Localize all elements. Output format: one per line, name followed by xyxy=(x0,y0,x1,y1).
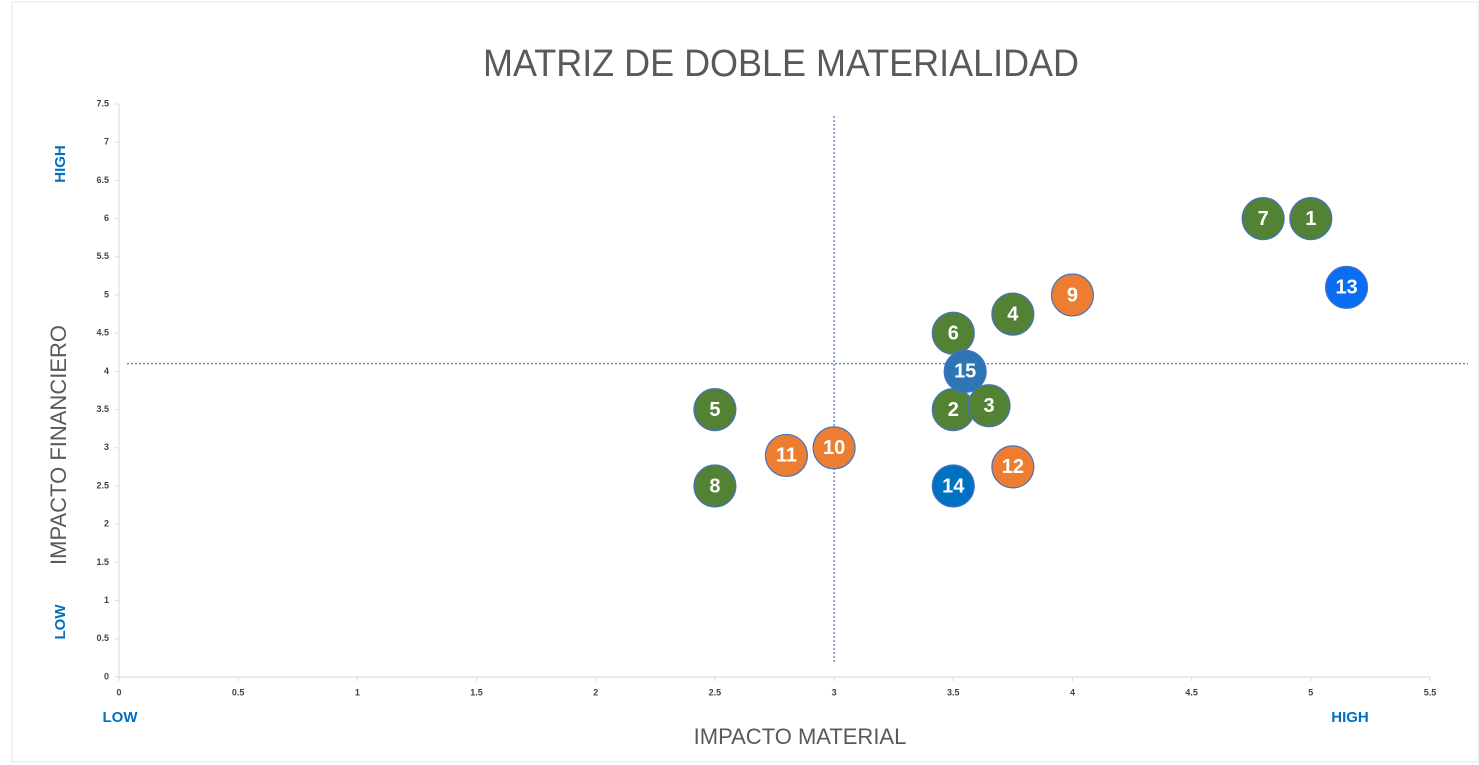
bubble xyxy=(1050,273,1095,317)
bubble xyxy=(812,426,856,470)
bubble xyxy=(931,464,975,508)
y-tick-label: 5.5 xyxy=(96,251,109,261)
bubble-label: 12 xyxy=(1002,456,1024,478)
x-tick-label: 3.5 xyxy=(947,687,960,697)
x-tick-label: 0.5 xyxy=(232,687,245,697)
x-tick-label: 3 xyxy=(832,687,837,697)
bubble xyxy=(693,464,737,508)
bubble xyxy=(1324,265,1369,309)
bubble-label: 10 xyxy=(823,437,845,459)
x-tick-label: 2.5 xyxy=(709,687,722,697)
y-tick-label: 3.5 xyxy=(96,404,109,414)
bubble-label: 15 xyxy=(954,361,976,383)
y-high-label: HIGH xyxy=(52,145,69,183)
x-tick-label: 5.5 xyxy=(1424,687,1437,697)
bubble-label: 7 xyxy=(1258,208,1269,230)
bubble xyxy=(764,433,809,478)
x-tick-label: 2 xyxy=(593,687,598,697)
bubble xyxy=(967,384,1011,428)
bubble-label: 9 xyxy=(1067,284,1078,306)
bubble xyxy=(991,445,1035,489)
y-tick-label: 4 xyxy=(104,366,109,376)
x-low-label: LOW xyxy=(103,709,139,726)
y-tick-label: 2.5 xyxy=(96,480,109,490)
bubble-label: 13 xyxy=(1335,277,1357,299)
y-low-label: LOW xyxy=(52,604,69,640)
bubble-label: 5 xyxy=(709,399,720,421)
y-tick-label: 7 xyxy=(104,137,109,147)
bubble-label: 6 xyxy=(948,322,959,344)
bubble xyxy=(991,292,1035,336)
bubble-label: 14 xyxy=(942,475,965,497)
x-tick-label: 4 xyxy=(1070,687,1075,697)
y-tick-label: 6 xyxy=(104,213,109,223)
bubble xyxy=(1289,197,1333,241)
x-tick-label: 1.5 xyxy=(470,687,483,697)
y-tick-label: 0.5 xyxy=(96,633,109,643)
bubble-label: 2 xyxy=(948,399,959,421)
x-tick-label: 4.5 xyxy=(1185,687,1198,697)
y-tick-label: 5 xyxy=(104,289,109,299)
bubble-label: 11 xyxy=(776,445,797,467)
x-tick-label: 5 xyxy=(1308,687,1313,697)
bubble xyxy=(693,388,737,432)
bubble-label: 4 xyxy=(1007,303,1019,325)
y-tick-label: 7.5 xyxy=(96,98,109,108)
bubble xyxy=(943,349,987,393)
x-tick-label: 0 xyxy=(116,687,121,697)
y-tick-label: 1 xyxy=(104,595,109,605)
y-axis-label: IMPACTO FINANCIERO xyxy=(46,325,71,565)
x-high-label: HIGH xyxy=(1331,709,1369,726)
chart-title: MATRIZ DE DOBLE MATERIALIDAD xyxy=(483,43,1079,85)
y-tick-label: 1.5 xyxy=(96,557,109,567)
x-tick-label: 1 xyxy=(355,687,360,697)
y-tick-label: 0 xyxy=(104,671,109,681)
y-tick-label: 4.5 xyxy=(96,328,109,338)
y-tick-label: 2 xyxy=(104,519,109,529)
chart-frame xyxy=(11,1,1479,763)
bubble-label: 3 xyxy=(983,395,994,417)
bubble-label: 8 xyxy=(709,475,720,497)
y-tick-label: 3 xyxy=(104,442,109,452)
x-axis-label: IMPACTO MATERIAL xyxy=(694,724,907,749)
bubble xyxy=(1241,197,1285,241)
y-tick-label: 6.5 xyxy=(96,175,109,185)
bubble-label: 1 xyxy=(1305,208,1316,230)
